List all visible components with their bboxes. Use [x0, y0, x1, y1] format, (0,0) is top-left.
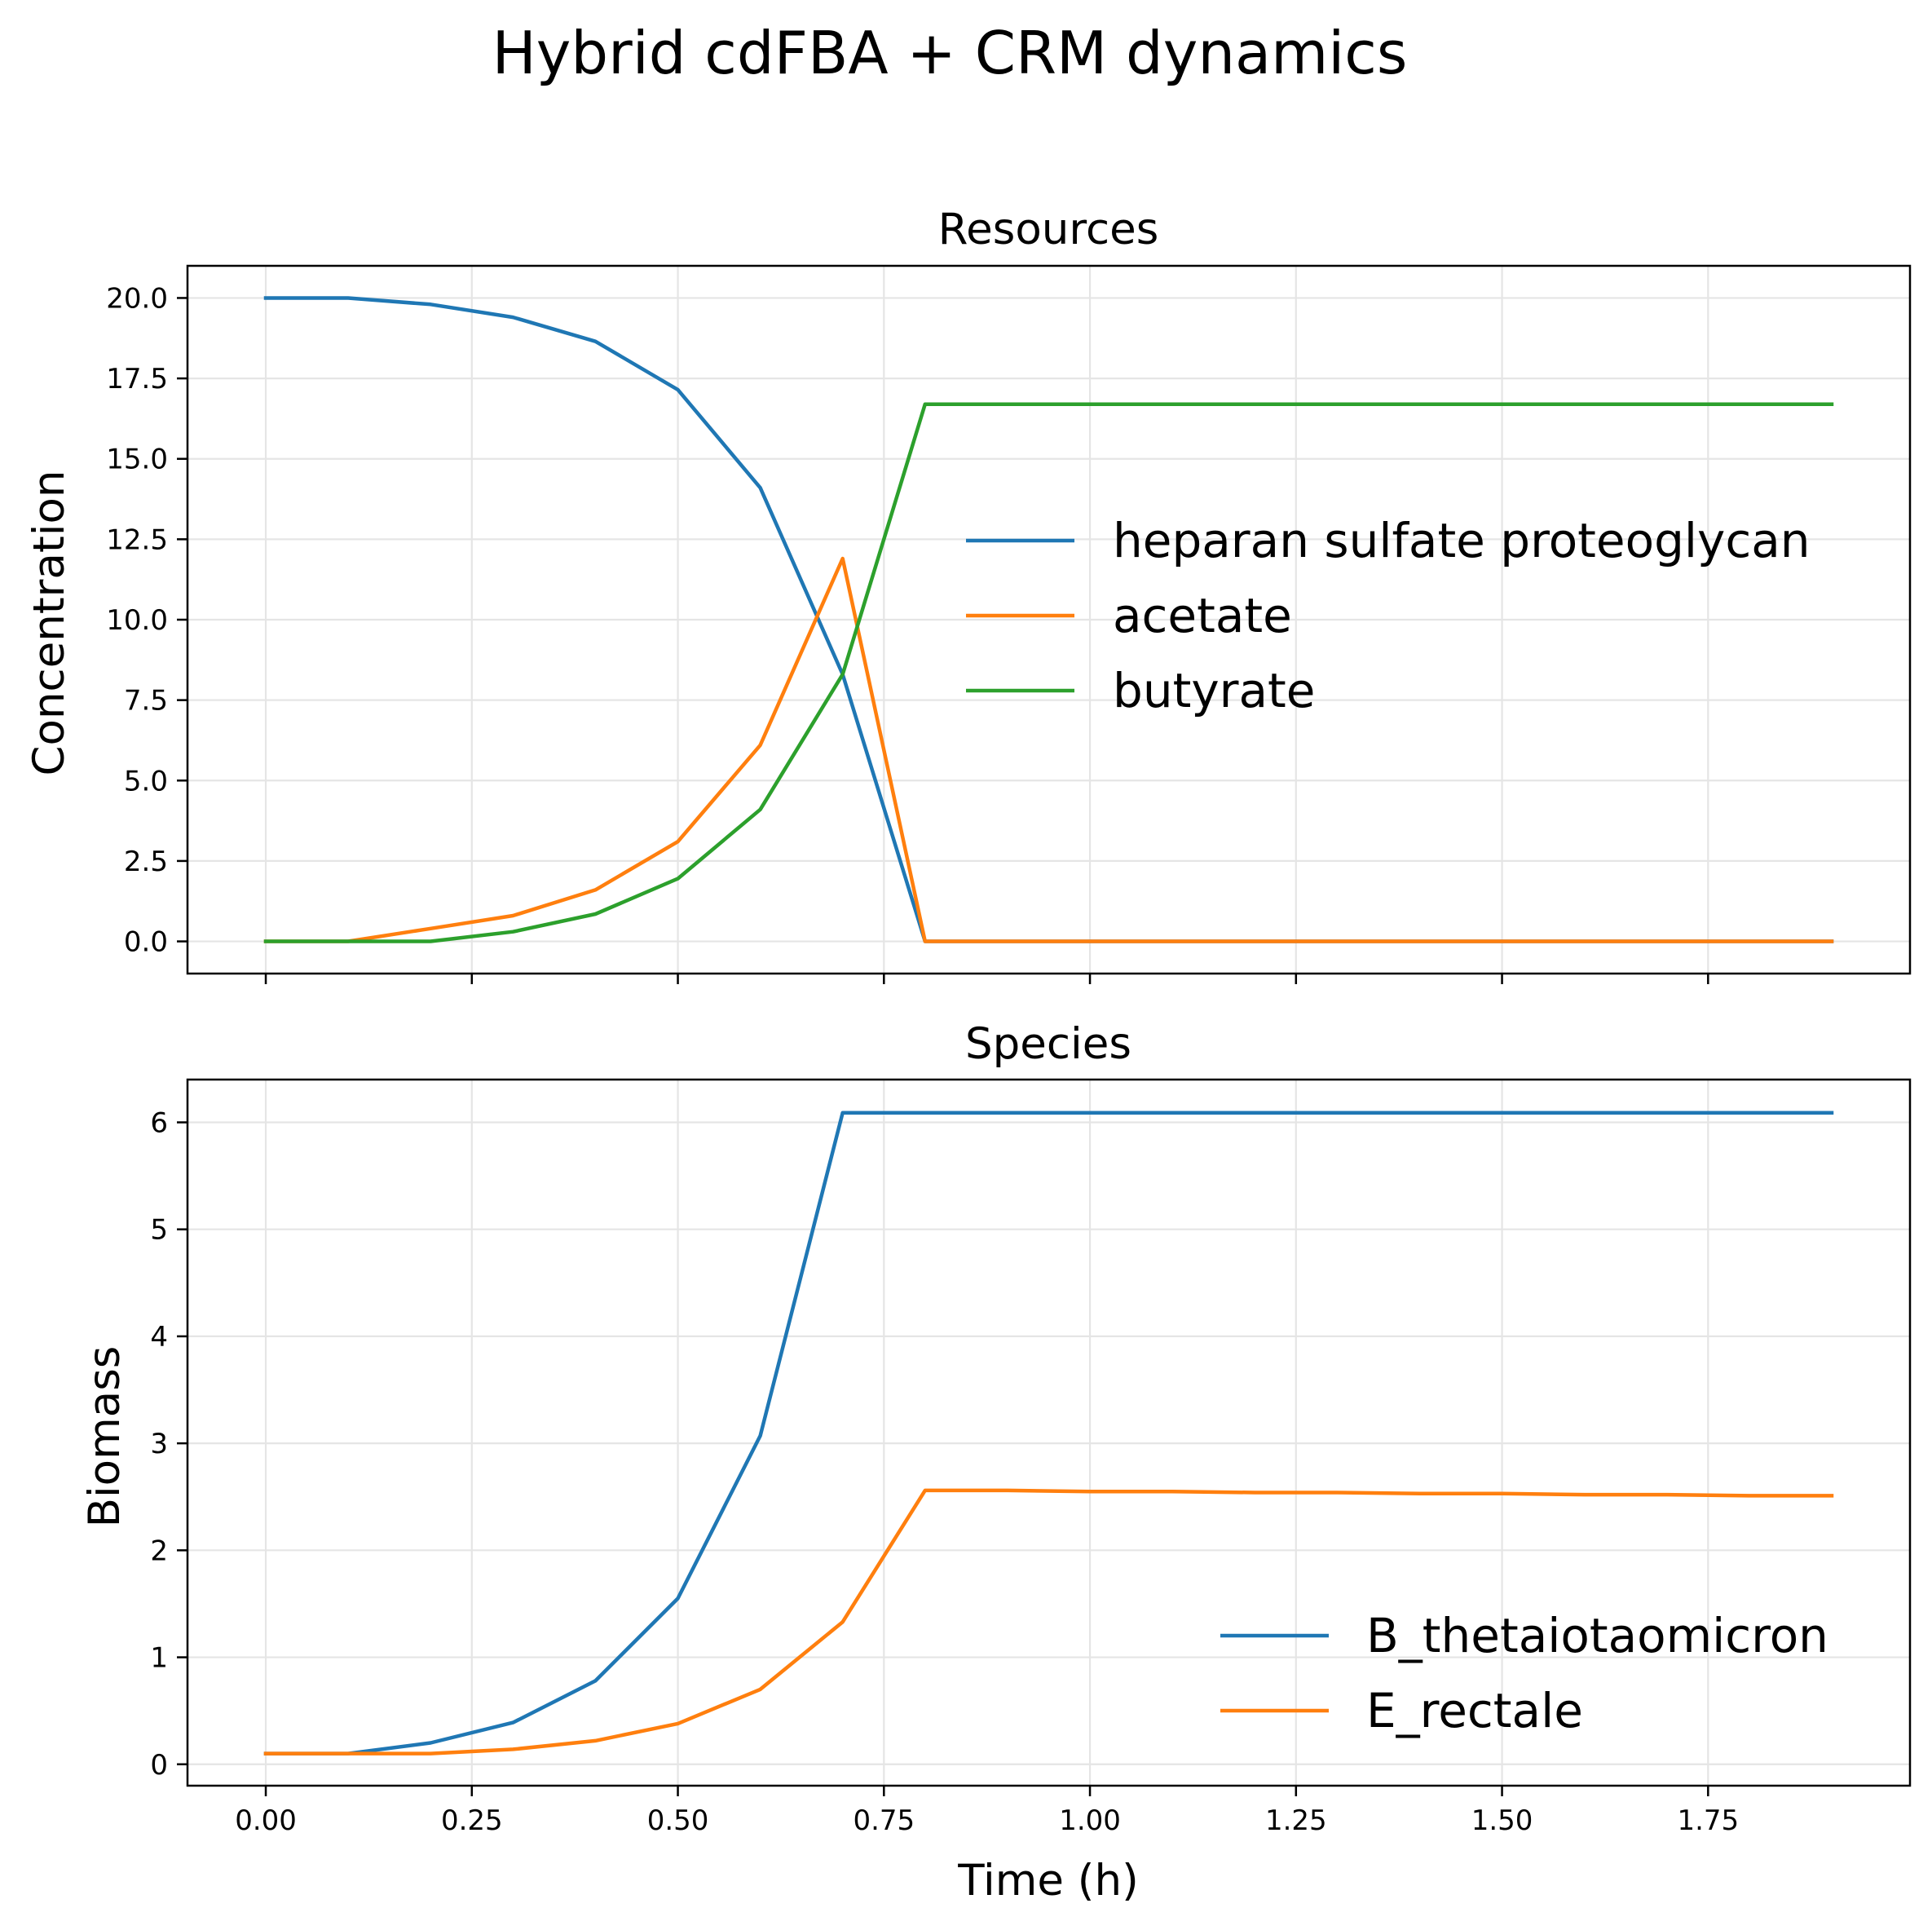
species-y-tick-label: 1 [150, 1642, 168, 1675]
species-plot-frame [186, 1078, 1912, 1787]
resources-y-tick-label: 10.0 [106, 604, 168, 637]
figure-title: Hybrid cdFBA + CRM dynamics [492, 19, 1408, 87]
species-x-tick-label: 0.75 [853, 1804, 915, 1837]
species-y-tick-label: 0 [150, 1749, 168, 1782]
species-x-tick-label: 1.75 [1677, 1804, 1739, 1837]
species-y-tick-label: 2 [150, 1535, 168, 1567]
resources-series-line-acetate [263, 556, 1834, 943]
species-x-tick-label: 0.25 [441, 1804, 503, 1837]
resources-y-tick-label: 17.5 [106, 363, 168, 395]
species-panel: Species Biomass Time (h) 0.00 0.25 0.50 0.7… [80, 1019, 1912, 1906]
species-y-axis-label: Biomass [80, 1346, 130, 1528]
species-y-tick-label: 4 [150, 1321, 168, 1354]
resources-legend: heparan sulfate proteoglycan acetate butyr… [966, 513, 1811, 718]
species-series-line-e-rectale [263, 1488, 1834, 1756]
resources-y-tick-label: 7.5 [124, 685, 168, 718]
species-x-axis-label: Time (h) [957, 1856, 1139, 1906]
resources-panel-title: Resources [938, 205, 1159, 254]
resources-legend-label: heparan sulfate proteoglycan [1113, 513, 1811, 568]
species-axis-ticks: 0.00 0.25 0.50 0.75 1.00 1.25 1.50 1.75 0 1 2 3 4 5 6 [150, 1106, 1739, 1837]
species-panel-title: Species [965, 1019, 1131, 1069]
species-y-tick-label: 6 [150, 1106, 168, 1139]
species-x-tick-label: 0.50 [647, 1804, 709, 1837]
resources-y-tick-label: 15.0 [106, 444, 168, 476]
resources-y-tick-label: 5.0 [124, 765, 168, 797]
resources-panel: Resources Concentration 0.0 2.5 5.0 7.5 10.0… [24, 205, 1912, 984]
species-series-lines [263, 1111, 1834, 1756]
species-y-tick-label: 5 [150, 1214, 168, 1247]
species-x-tick-label: 1.25 [1265, 1804, 1327, 1837]
resources-y-axis-label: Concentration [24, 470, 74, 776]
species-x-tick-label: 1.00 [1059, 1804, 1121, 1837]
species-series-line-b-thetaiotaomicron [263, 1111, 1834, 1756]
species-legend: B_thetaiotaomicron E_rectale [1220, 1608, 1828, 1738]
species-legend-label: E_rectale [1366, 1683, 1583, 1738]
resources-y-tick-label: 2.5 [124, 846, 168, 878]
resources-axis-ticks: 0.0 2.5 5.0 7.5 10.0 12.5 15.0 17.5 20.0 [106, 282, 1709, 984]
resources-legend-label: butyrate [1113, 663, 1315, 718]
species-legend-label: B_thetaiotaomicron [1366, 1608, 1828, 1663]
resources-y-tick-label: 12.5 [106, 523, 168, 556]
species-x-tick-label: 0.00 [235, 1804, 297, 1837]
resources-y-tick-label: 20.0 [106, 282, 168, 315]
resources-legend-label: acetate [1113, 588, 1292, 643]
species-x-tick-label: 1.50 [1471, 1804, 1533, 1837]
resources-y-tick-label: 0.0 [124, 926, 168, 959]
species-grid [187, 1080, 1910, 1786]
resources-series-lines [263, 296, 1834, 943]
resources-series-line-butyrate [263, 402, 1834, 943]
species-y-tick-label: 3 [150, 1428, 168, 1460]
